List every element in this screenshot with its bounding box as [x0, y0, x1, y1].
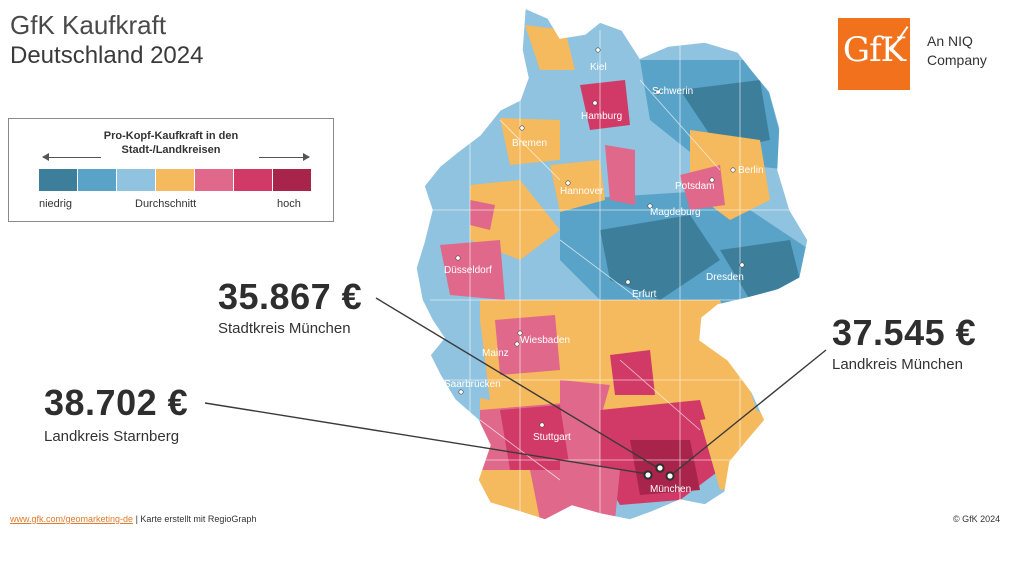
legend-low: niedrig	[39, 198, 73, 210]
legend-title: Pro-Kopf-Kaufkraft in den Stadt-/Landkre…	[9, 129, 333, 157]
legend-title-line1: Pro-Kopf-Kaufkraft in den	[103, 130, 239, 142]
legend-swatch-3	[117, 169, 155, 191]
callout-line-starnberg	[204, 402, 649, 475]
city-dresden: Dresden	[706, 262, 745, 283]
city-mainz: Mainz	[482, 341, 520, 359]
svg-text:Hannover: Hannover	[560, 186, 604, 197]
svg-text:München: München	[650, 484, 691, 495]
svg-text:Potsdam: Potsdam	[675, 181, 714, 192]
legend-swatch-1	[39, 169, 77, 191]
city-kiel: Kiel	[590, 47, 607, 73]
svg-text:Erfurt: Erfurt	[632, 289, 657, 300]
logo-mark: GfK	[842, 30, 906, 70]
legend-swatch-7	[273, 169, 311, 191]
city-erfurt: Erfurt	[625, 279, 657, 300]
city-stuttgart: Stuttgart	[533, 422, 571, 443]
city-berlin: Berlin	[730, 165, 764, 176]
svg-text:Bremen: Bremen	[512, 138, 547, 149]
footer: www.gfk.com/geomarketing-de | Karte erst…	[10, 514, 256, 524]
svg-text:Mainz: Mainz	[482, 348, 509, 359]
svg-text:Dresden: Dresden	[706, 272, 744, 283]
value-stadtkreis-muenchen: 35.867 €	[218, 276, 363, 317]
legend-swatch-5	[195, 169, 233, 191]
copyright: © GfK 2024	[953, 514, 1001, 524]
tagline-line1: An NIQ	[927, 33, 973, 49]
company-tagline: An NIQ Company	[927, 32, 987, 70]
value-landkreis-muenchen: 37.545 €	[832, 312, 977, 353]
city-saarbruecken: Saarbrücken	[444, 379, 501, 395]
svg-text:Düsseldorf: Düsseldorf	[444, 265, 492, 276]
svg-text:Stuttgart: Stuttgart	[533, 432, 571, 443]
legend-high: hoch	[277, 198, 301, 210]
arrow-right-icon	[259, 153, 310, 161]
svg-text:Berlin: Berlin	[738, 165, 764, 176]
city-magdeburg: Magdeburg	[647, 203, 701, 218]
svg-text:Schwerin: Schwerin	[652, 86, 693, 97]
city-muenchen: München	[650, 484, 691, 495]
city-schwerin: Schwerin	[652, 86, 693, 97]
marker-landkreis-starnberg	[643, 470, 653, 480]
legend-mid: Durchschnitt	[135, 198, 197, 210]
svg-text:Wiesbaden: Wiesbaden	[520, 335, 570, 346]
city-duesseldorf: Düsseldorf	[444, 255, 492, 276]
city-wiesbaden: Wiesbaden	[517, 330, 570, 346]
legend-swatch-2	[78, 169, 116, 191]
germany-outline	[415, 6, 809, 521]
legend: Pro-Kopf-Kaufkraft in den Stadt-/Landkre…	[8, 118, 334, 222]
arrow-left-icon	[42, 153, 101, 161]
marker-landkreis-muenchen	[665, 471, 675, 481]
value-landkreis-starnberg: 38.702 €	[44, 382, 189, 423]
title-line1: GfK Kaufkraft	[10, 10, 167, 40]
label-landkreis-muenchen: Landkreis München	[832, 356, 963, 373]
city-bremen: Bremen	[512, 125, 547, 149]
gfk-logo: GfK	[838, 18, 910, 90]
legend-swatch-4	[156, 169, 194, 191]
label-landkreis-starnberg: Landkreis Starnberg	[44, 428, 180, 445]
tagline-line2: Company	[927, 52, 987, 68]
label-stadtkreis-muenchen: Stadtkreis München	[218, 320, 351, 337]
svg-text:Kiel: Kiel	[590, 62, 607, 73]
footer-link[interactable]: www.gfk.com/geomarketing-de	[10, 514, 134, 524]
marker-stadtkreis-muenchen	[655, 463, 665, 473]
legend-swatches	[39, 169, 312, 191]
city-labels: Kiel Schwerin Hamburg Bremen Berlin Hann…	[444, 47, 764, 495]
svg-text:Saarbrücken: Saarbrücken	[444, 379, 501, 390]
callout-line-landkreis	[669, 349, 827, 477]
svg-text:Magdeburg: Magdeburg	[650, 207, 701, 218]
svg-text:Hamburg: Hamburg	[581, 111, 622, 122]
city-hamburg: Hamburg	[581, 100, 622, 122]
city-potsdam: Potsdam	[675, 177, 715, 192]
footer-text: | Karte erstellt mit RegioGraph	[133, 514, 257, 524]
callout-line-stadtkreis	[375, 297, 659, 469]
city-hannover: Hannover	[560, 180, 604, 197]
legend-title-line2: Stadt-/Landkreisen	[121, 144, 221, 156]
legend-swatch-6	[234, 169, 272, 191]
title-line2: Deutschland 2024	[10, 42, 204, 69]
